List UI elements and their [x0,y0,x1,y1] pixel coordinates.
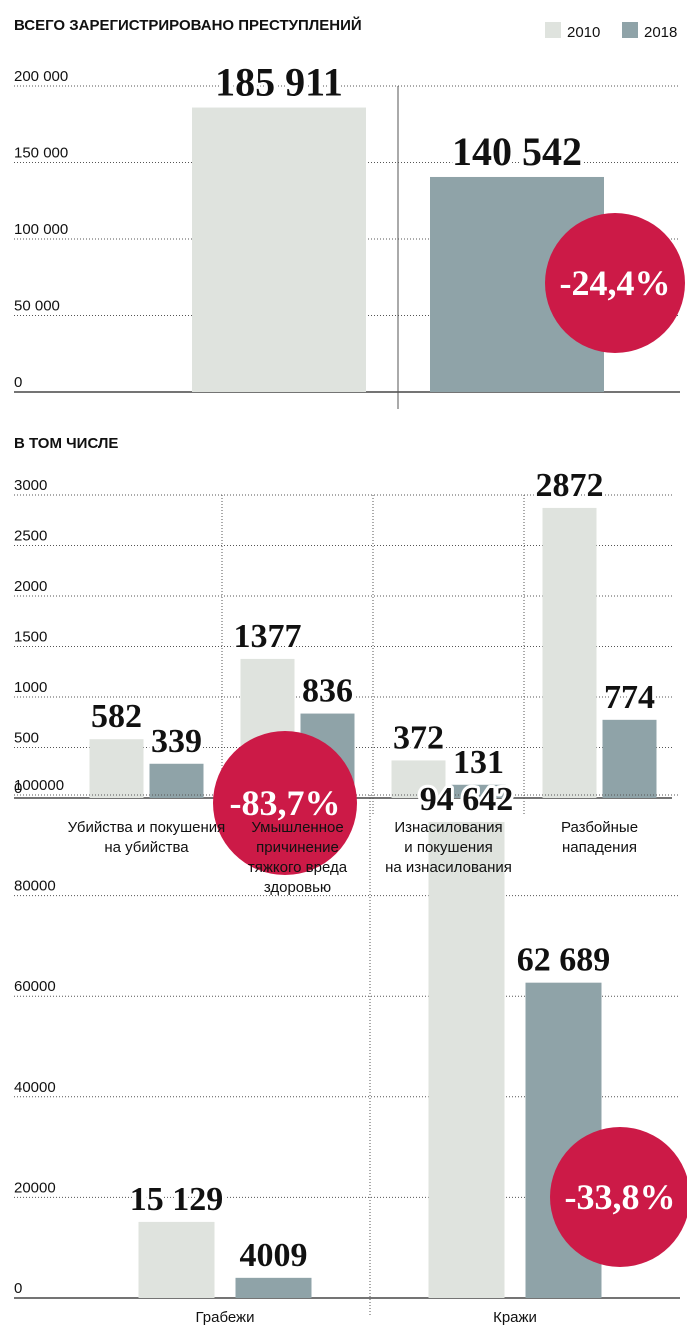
y-tick-label: 0 [14,374,22,391]
annotation: -24,4% [560,263,671,303]
value-label: 339 [151,723,202,760]
value-label: 2872 [536,467,604,504]
bar [391,760,446,798]
x-tick-label: Грабежи [195,1309,255,1326]
value-label: 836 [302,673,353,710]
y-tick-label: 500 [14,730,39,747]
y-tick-label: 20000 [14,1179,56,1196]
bar [149,763,204,798]
value-label: 131 [453,744,504,781]
bar [542,507,597,798]
x-tick-label: Умышленное причинение тяжкого вреда здор… [247,819,348,896]
bubble [550,1127,687,1267]
y-tick-label: 1500 [14,629,47,646]
bubble [213,731,357,875]
y-tick-label: 3000 [14,477,47,494]
bar [192,107,366,393]
value-label: 372 [393,719,444,756]
annotation: -33,8% [565,1177,676,1217]
annotation: -83,7% [230,783,341,823]
value-label: 15 129 [130,1181,224,1218]
y-tick-label: 50 000 [14,298,60,315]
x-tick-label: Кражи [493,1309,537,1326]
bar [602,719,657,798]
y-tick-label: 200 000 [14,68,68,85]
value-label: 94 642 [420,781,514,818]
value-label: 62 689 [517,942,611,979]
y-tick-label: 40000 [14,1079,56,1096]
value-label: 1377 [234,618,302,655]
y-tick-label: 60000 [14,978,56,995]
y-tick-label: 80000 [14,878,56,895]
value-label: 185 911 [215,60,343,105]
x-tick-label: Изнасилования и покушения на изнасилован… [385,819,512,876]
x-tick-label: Убийства и покушения на убийства [67,819,226,856]
bubble [545,213,685,353]
y-tick-label: 2500 [14,528,47,545]
legend-label: 2018 [644,24,677,41]
legend-label: 2010 [567,24,600,41]
bar [428,821,505,1298]
bar [89,739,144,798]
value-label: 774 [604,679,655,716]
x-tick-label: Разбойные нападения [560,819,639,856]
y-tick-label: 2000 [14,578,47,595]
chart-title: ВСЕГО ЗАРЕГИСТРИРОВАНО ПРЕСТУПЛЕНИЙ [14,16,362,34]
y-tick-label: 150 000 [14,145,68,162]
legend-swatch [622,22,638,38]
y-tick-label: 0 [14,1280,22,1297]
y-tick-label: 100 000 [14,221,68,238]
value-label: 140 542 [452,129,582,174]
bar [138,1221,215,1298]
chart-title: В ТОМ ЧИСЛЕ [14,435,118,452]
y-tick-label: 100000 [14,777,64,794]
value-label: 4009 [240,1237,308,1274]
bar [235,1277,312,1298]
value-label: 582 [91,698,142,735]
y-tick-label: 0 [14,780,22,797]
y-tick-label: 1000 [14,679,47,696]
legend-swatch [545,22,561,38]
